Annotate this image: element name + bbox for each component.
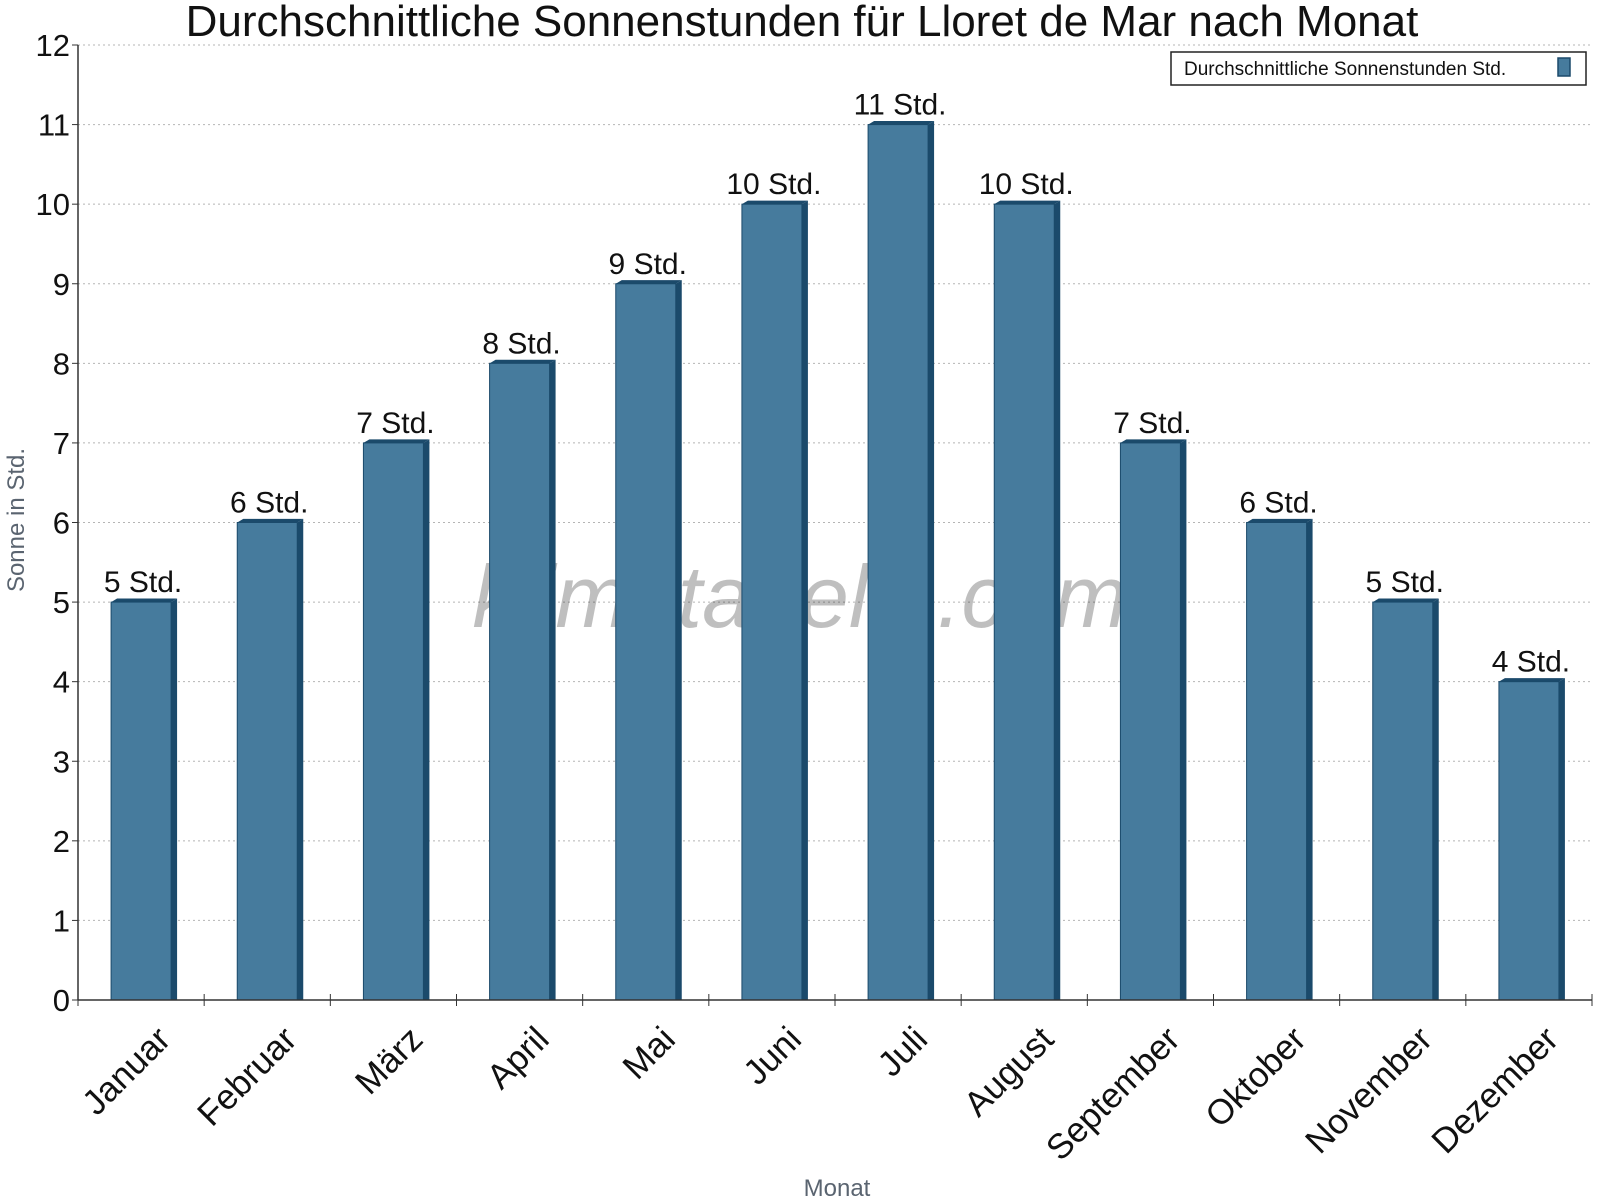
- bar-top: [489, 359, 556, 364]
- y-axis-title: Sonne in Std.: [3, 448, 30, 592]
- y-tick-label: 1: [53, 903, 70, 938]
- x-tick-label: Dezember: [1424, 1019, 1566, 1161]
- bar-face: [993, 203, 1055, 1001]
- bar-november: [1372, 598, 1439, 1001]
- bar-face: [867, 124, 929, 1001]
- bar-side: [801, 200, 808, 1001]
- bar-januar: [110, 598, 178, 1001]
- bar-side: [423, 439, 430, 1001]
- x-tick-labels: Januar Februar März April Mai Juni Juli AugustS…: [75, 1019, 1566, 1168]
- x-tick-label: August: [957, 1019, 1062, 1124]
- axes: [72, 44, 1593, 1006]
- legend: Durchschnittliche Sonnenstunden Std.: [1170, 51, 1587, 86]
- bar-face: [615, 283, 677, 1001]
- data-label: 7 Std.: [1113, 407, 1191, 440]
- bar-side: [1180, 439, 1187, 1001]
- bar-top: [1498, 678, 1565, 682]
- bar-dezember: [1498, 678, 1565, 1001]
- gridlines: [78, 44, 1592, 921]
- bar-side: [928, 120, 935, 1000]
- data-label: 11 Std.: [854, 89, 947, 122]
- bar-oktober: [1246, 518, 1313, 1001]
- bar-side: [1558, 678, 1565, 1000]
- x-tick-label: Oktober: [1198, 1019, 1314, 1135]
- y-tick-label: 10: [36, 187, 70, 222]
- y-tick-label: 2: [53, 824, 70, 859]
- data-label: 4 Std.: [1492, 646, 1570, 679]
- bar-face: [1246, 522, 1308, 1001]
- data-label: 6 Std.: [1239, 487, 1317, 520]
- bar-face: [362, 442, 424, 1001]
- bar-side: [1054, 200, 1061, 1001]
- bar-februar: [236, 518, 304, 1001]
- data-label: 5 Std.: [1366, 566, 1444, 599]
- y-tick-label: 9: [53, 267, 70, 302]
- data-label: 10 Std.: [726, 168, 821, 201]
- bar-august: [993, 200, 1061, 1001]
- bar-side: [297, 518, 304, 1000]
- data-label: 5 Std.: [104, 566, 182, 599]
- x-tick-label: Januar: [75, 1019, 178, 1122]
- y-tick-label: 7: [53, 426, 70, 461]
- bar-side: [171, 598, 178, 1000]
- data-label: 10 Std.: [979, 168, 1074, 201]
- bar-face: [236, 522, 298, 1001]
- bar-april: [489, 359, 556, 1001]
- bar-face: [1372, 601, 1434, 1001]
- bar-top: [994, 200, 1061, 205]
- bar-mai: [615, 280, 682, 1001]
- bar-side: [1306, 518, 1313, 1000]
- bar-face: [1498, 681, 1560, 1001]
- bar-september: [1119, 439, 1187, 1001]
- data-label: 6 Std.: [230, 487, 308, 520]
- bar-top: [237, 518, 304, 523]
- y-tick-label: 6: [53, 506, 70, 541]
- bar-face: [489, 362, 551, 1001]
- data-label: 7 Std.: [356, 407, 434, 440]
- bar-top: [1246, 518, 1313, 523]
- legend-box: [1170, 51, 1587, 86]
- y-tick-label: 11: [38, 108, 70, 143]
- x-tick-label: November: [1298, 1019, 1440, 1161]
- bar-top: [615, 280, 682, 284]
- data-label: 9 Std.: [609, 248, 687, 281]
- bar-top: [1372, 598, 1439, 603]
- bars: [110, 120, 1565, 1001]
- y-tick-label: 0: [53, 983, 70, 1018]
- legend-label: Durchschnittliche Sonnenstunden Std.: [1184, 59, 1506, 80]
- legend-swatch: [1557, 57, 1571, 77]
- x-tick-label: Juni: [736, 1019, 809, 1092]
- y-tick-label: 3: [53, 744, 70, 779]
- bar-side: [675, 280, 682, 1000]
- data-label: 8 Std.: [482, 327, 560, 360]
- y-tick-label: 5: [53, 585, 70, 620]
- x-tick-label: September: [1039, 1019, 1188, 1168]
- x-tick-label: Mai: [615, 1019, 682, 1086]
- chart-title: Durchschnittliche Sonnenstunden für Llor…: [186, 0, 1419, 46]
- bar-side: [549, 359, 556, 1000]
- bar-juli: [867, 120, 935, 1001]
- bar-side: [1432, 598, 1439, 1000]
- bar-face: [1119, 442, 1181, 1001]
- bar-top: [363, 439, 430, 443]
- bar-face: [741, 203, 803, 1001]
- bar-top: [111, 598, 178, 603]
- x-tick-label: März: [348, 1019, 431, 1102]
- bar-face: [110, 601, 172, 1001]
- x-axis-title: Monat: [804, 1175, 871, 1200]
- bar-top: [868, 120, 935, 125]
- x-tick-label: April: [479, 1019, 556, 1096]
- y-tick-label: 4: [53, 665, 70, 700]
- y-tick-label: 8: [53, 346, 70, 381]
- x-tick-label: Juli: [870, 1019, 935, 1084]
- bar-märz: [362, 439, 430, 1001]
- bar-top: [741, 200, 808, 205]
- bar-juni: [741, 200, 808, 1001]
- bar-top: [1120, 439, 1187, 443]
- data-labels: 5 Std. 6 Std. 7 Std. 8 Std. 9 Std. 10 Std. 11 …: [104, 89, 1570, 679]
- y-tick-label: 12: [36, 28, 70, 63]
- x-tick-label: Februar: [190, 1019, 304, 1133]
